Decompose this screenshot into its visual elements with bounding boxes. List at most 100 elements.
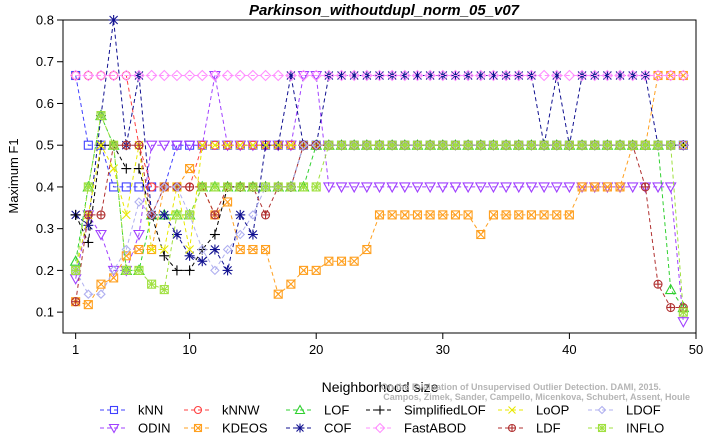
point-fastabod-32 [475, 69, 487, 82]
point-fastabod-41 [588, 69, 601, 82]
point-odin-25 [386, 182, 399, 194]
point-inflo-23 [362, 140, 372, 150]
point-fastabod-40 [576, 69, 588, 82]
point-ldof-2 [96, 289, 106, 299]
point-odin-26 [398, 182, 411, 194]
series-inflo [71, 111, 688, 317]
legend-label-loop: LoOP [536, 403, 569, 418]
point-fastabod-19 [310, 69, 322, 82]
point-fastabod-18 [297, 69, 310, 82]
point-cof-3 [108, 15, 119, 25]
point-inflo-4 [121, 265, 131, 275]
point-odin-34 [500, 182, 513, 194]
legend-marker-ldof [597, 405, 607, 415]
point-odin-28 [424, 182, 437, 194]
point-odin-23 [360, 182, 373, 194]
point-fastabod-2 [95, 69, 107, 82]
point-simplifiedlof-8 [171, 265, 182, 276]
y-tick-label-4: 0.5 [36, 138, 54, 153]
point-fastabod-37 [538, 69, 550, 82]
point-kdeos-24 [374, 210, 385, 220]
point-inflo-11 [210, 182, 220, 192]
series-fastabod [69, 69, 690, 82]
point-fastabod-48 [677, 69, 690, 82]
legend-marker-odin [108, 423, 120, 434]
point-knnw-14 [248, 140, 258, 150]
point-odin-31 [462, 182, 475, 194]
point-knn-3 [109, 182, 119, 192]
point-fastabod-23 [361, 69, 373, 82]
point-fastabod-0 [69, 69, 82, 82]
point-inflo-36 [526, 140, 536, 150]
point-ldf-0 [71, 297, 81, 307]
point-fastabod-13 [234, 69, 247, 82]
point-odin-22 [348, 182, 361, 194]
point-ldof-48 [678, 140, 689, 150]
legend-marker-kdeos [193, 423, 203, 433]
series-knnw [71, 70, 688, 192]
point-inflo-45 [640, 140, 650, 150]
point-kdeos-38 [552, 210, 562, 220]
y-axis-label: Maximum F1 [6, 138, 21, 213]
point-odin-11 [208, 70, 221, 82]
legend: kNN kNNW LOF SimplifiedLOF LoOP LDOF ODIN KDEOS… [100, 403, 664, 434]
point-ldof-18 [298, 140, 309, 150]
y-tick-label-6: 0.7 [36, 54, 54, 69]
point-cof-9 [184, 250, 195, 261]
series-layer [69, 15, 690, 328]
point-kdeos-29 [438, 210, 448, 220]
point-inflo-16 [273, 182, 283, 192]
point-inflo-19 [311, 182, 321, 192]
point-inflo-9 [185, 210, 195, 220]
point-odin-9 [183, 140, 196, 152]
point-ldof-10 [197, 244, 208, 255]
point-fastabod-17 [285, 69, 297, 82]
point-loop-15 [261, 140, 270, 150]
point-inflo-22 [349, 140, 359, 150]
point-fastabod-5 [133, 69, 145, 82]
point-ldf-9 [185, 182, 195, 192]
x-tick-label-2: 20 [309, 342, 323, 357]
point-odin-2 [95, 229, 107, 241]
point-kdeos-20 [324, 256, 334, 266]
point-inflo-35 [514, 140, 524, 150]
point-inflo-18 [298, 182, 309, 192]
point-knnw-3 [109, 70, 119, 81]
point-kdeos-39 [564, 210, 574, 220]
legend-label-cof: COF [324, 421, 352, 434]
legend-marker-lof [294, 404, 306, 415]
point-ldof-12 [222, 244, 233, 255]
legend-marker-loop [508, 406, 516, 414]
point-ldof-13 [235, 229, 246, 240]
point-fastabod-36 [525, 69, 538, 82]
point-kdeos-37 [539, 210, 549, 220]
point-loop-12 [223, 140, 232, 150]
point-ldof-8 [172, 182, 182, 192]
point-inflo-26 [400, 140, 410, 150]
point-odin-20 [322, 182, 335, 194]
point-loop-2 [96, 140, 106, 150]
point-fastabod-3 [107, 69, 120, 82]
point-cof-12 [222, 265, 233, 276]
point-inflo-40 [577, 140, 587, 150]
point-fastabod-21 [335, 69, 348, 82]
point-ldf-15 [261, 210, 271, 220]
point-odin-44 [626, 182, 639, 194]
legend-marker-knnw [193, 405, 203, 415]
legend-marker-ldf [507, 423, 517, 433]
point-kdeos-41 [590, 182, 600, 192]
point-kdeos-42 [602, 182, 612, 192]
legend-marker-inflo [597, 423, 607, 433]
point-ldf-4 [121, 140, 131, 150]
series-knn [71, 70, 688, 192]
point-ldof-3 [108, 265, 119, 276]
point-kdeos-43 [615, 182, 625, 192]
point-fastabod-14 [247, 69, 259, 82]
legend-marker-fastabod [374, 422, 386, 434]
point-loop-48 [678, 140, 688, 150]
x-tick-label-0: 1 [72, 342, 79, 357]
chart-title: Parkinson_withoutdupl_norm_05_v07 [249, 2, 520, 19]
point-fastabod-33 [487, 69, 500, 82]
point-inflo-10 [197, 182, 207, 192]
